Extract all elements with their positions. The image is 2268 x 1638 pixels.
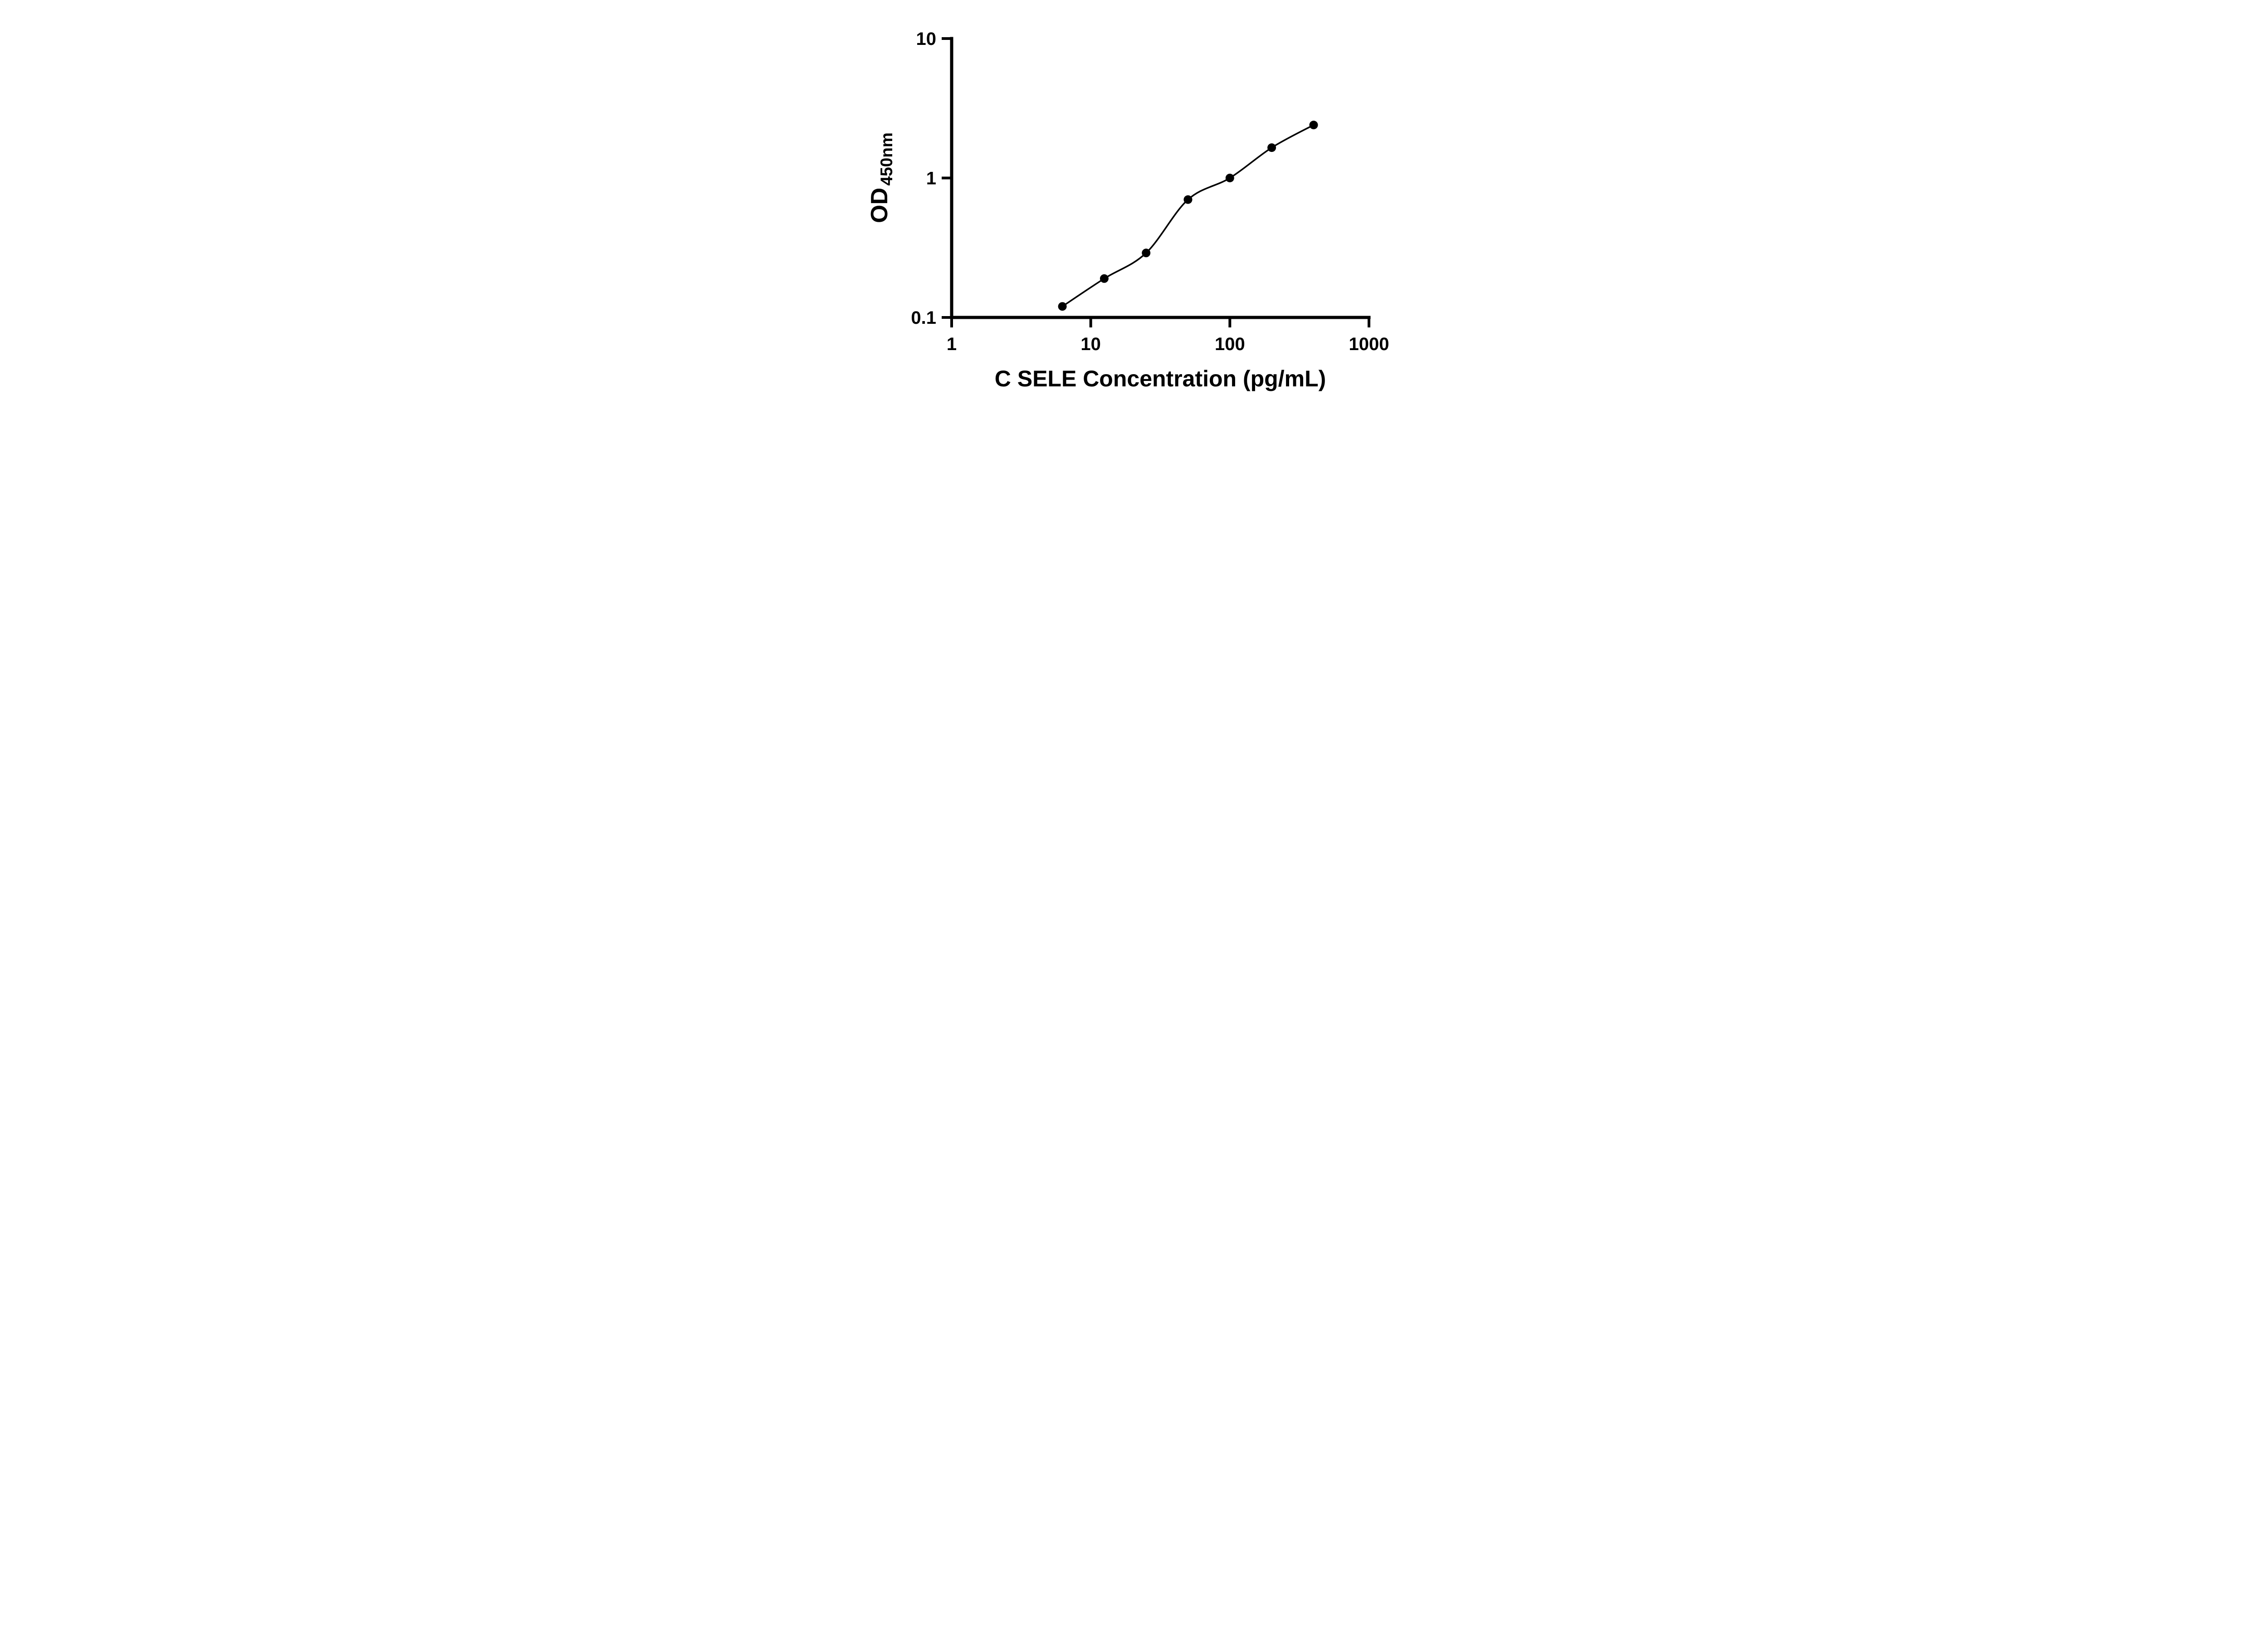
standard-curve-plot: 1 10 100 1000 0.1 1 10 OD 450nm C SELE Concent…: [866, 29, 1389, 391]
x-tick-label: 10: [1080, 334, 1101, 354]
data-point: [1058, 302, 1067, 311]
axis-line: [950, 37, 1371, 319]
tick-labels: 1 10 100 1000 0.1 1 10: [911, 29, 1389, 354]
x-tick-label: 1: [947, 334, 957, 354]
data-points: [1058, 121, 1318, 311]
data-point: [1309, 121, 1318, 130]
y-axis-title-subscript: 450nm: [877, 132, 896, 185]
y-axis-title: OD 450nm: [866, 132, 896, 223]
axes: [942, 37, 1371, 327]
x-tick-label: 100: [1215, 334, 1245, 354]
x-axis-title: C SELE Concentration (pg/mL): [995, 366, 1326, 391]
data-point: [1142, 249, 1151, 258]
y-tick-label: 1: [926, 169, 936, 189]
y-axis-title-base: OD: [866, 188, 893, 223]
data-point: [1225, 174, 1234, 182]
data-point: [1267, 143, 1276, 152]
elisa-standard-curve-figure: 1 10 100 1000 0.1 1 10 OD 450nm C SELE Concent…: [847, 0, 1421, 410]
x-tick-label: 1000: [1349, 334, 1389, 354]
data-point: [1183, 195, 1193, 204]
y-tick-label: 10: [916, 29, 937, 49]
data-point: [1100, 274, 1109, 283]
y-tick-label: 0.1: [911, 308, 936, 328]
